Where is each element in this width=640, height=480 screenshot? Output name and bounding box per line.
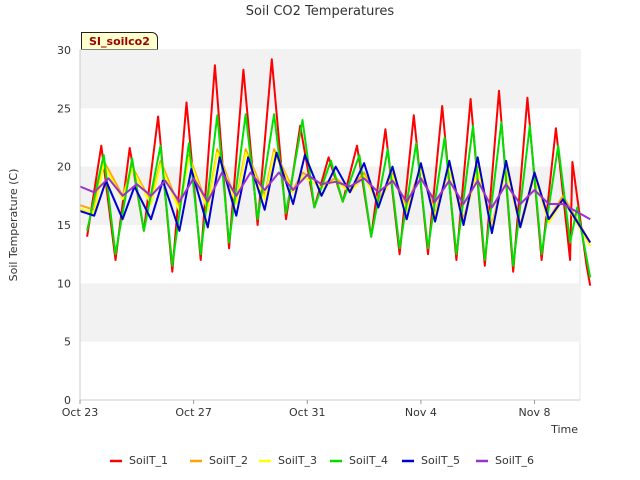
y-tick-label: 15 — [57, 219, 71, 232]
legend-item-SoilT_1: SoilT_1 — [110, 454, 168, 467]
y-tick-label: 10 — [57, 277, 71, 290]
chart-title: Soil CO2 Temperatures — [245, 4, 395, 19]
legend-item-SoilT_4: SoilT_4 — [330, 454, 388, 467]
legend: SoilT_1 SoilT_2 SoilT_3 SoilT_4 SoilT_5 SoilT… — [110, 454, 534, 467]
legend-label: SoilT_1 — [129, 454, 168, 467]
legend-item-SoilT_3: SoilT_3 — [259, 454, 317, 467]
x-tick-label: Nov 8 — [519, 406, 551, 419]
y-tick-label: 5 — [64, 336, 71, 349]
series-line-SoilT_6 — [79, 171, 591, 221]
legend-label: SoilT_5 — [421, 454, 460, 467]
legend-item-SoilT_6: SoilT_6 — [476, 454, 534, 467]
series-line-SoilT_5 — [79, 151, 592, 244]
x-tick-label: Oct 23 — [62, 406, 99, 419]
legend-item-SoilT_5: SoilT_5 — [402, 454, 460, 467]
grid-bands — [79, 49, 581, 401]
y-tick-label: 0 — [64, 394, 71, 407]
grid-band — [80, 50, 580, 109]
legend-label: SoilT_3 — [278, 454, 317, 467]
legend-label: SoilT_4 — [349, 454, 388, 467]
y-tick-label: 25 — [57, 102, 71, 115]
legend-item-SoilT_2: SoilT_2 — [190, 454, 248, 467]
legend-label: SoilT_6 — [495, 454, 534, 467]
series-layer — [79, 58, 592, 286]
x-tick-label: Oct 31 — [289, 406, 326, 419]
y-tick-label: 20 — [57, 161, 71, 174]
y-tick-label: 30 — [57, 44, 71, 57]
y-axis-label: Soil Temperature (C) — [7, 169, 20, 282]
legend-label: SoilT_2 — [209, 454, 248, 467]
x-tick-label: Oct 27 — [175, 406, 212, 419]
x-tick-label: Nov 4 — [405, 406, 437, 419]
series-line-SoilT_4 — [86, 113, 592, 278]
axes: 0 5 10 15 20 25 30 Oct 23 Oct 27 Oct 31 Nov 4 Nov 8… — [7, 44, 580, 436]
x-axis-label: Time — [550, 423, 578, 436]
grid-band — [80, 283, 580, 342]
